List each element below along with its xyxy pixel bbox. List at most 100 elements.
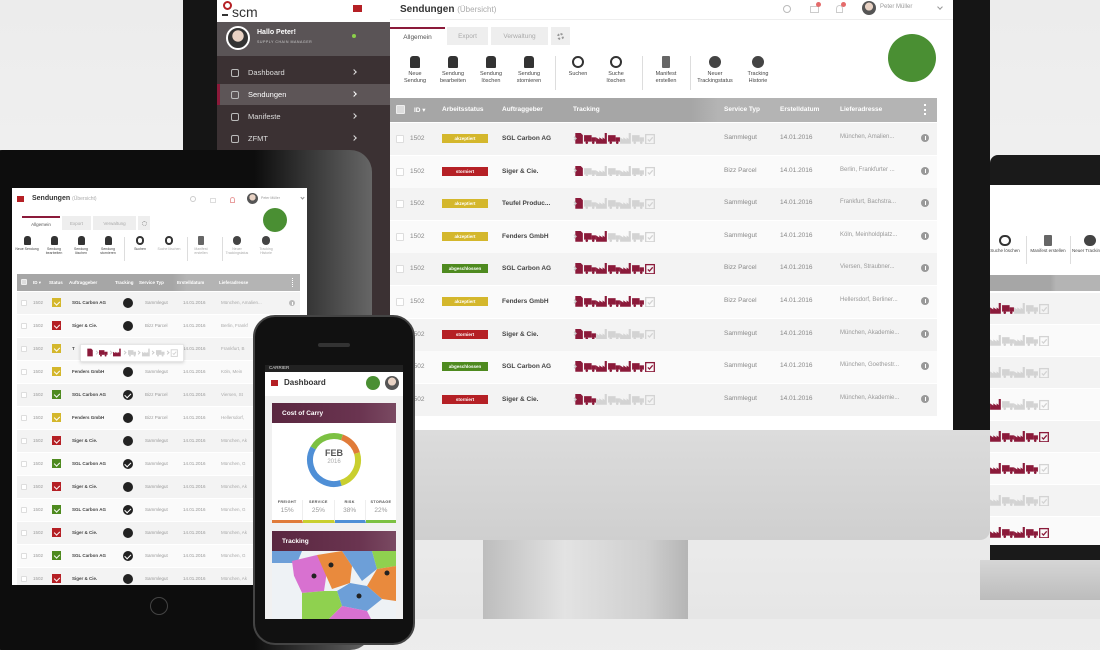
- info-icon[interactable]: [921, 199, 929, 208]
- column-menu-icon[interactable]: [924, 104, 926, 115]
- column-header[interactable]: Arbeitsstatus: [442, 106, 484, 113]
- row-checkbox[interactable]: [21, 300, 27, 306]
- row-checkbox[interactable]: [396, 167, 404, 176]
- info-icon[interactable]: [289, 300, 295, 306]
- column-header[interactable]: Lieferadresse: [219, 280, 249, 285]
- table-row[interactable]: 1502 storniert Siger & Cie. Sammlegut 14.01.…: [390, 383, 937, 416]
- manifest-erstellen-button[interactable]: Manifest erstellen: [1030, 235, 1066, 254]
- tracking-historie-button[interactable]: Tracking Historie: [743, 56, 773, 85]
- table-row[interactable]: 1502 SGL Carbon AG Sammlegut 14.01.2016 Münc…: [17, 292, 300, 314]
- info-icon[interactable]: [921, 394, 929, 403]
- row-checkbox[interactable]: [396, 265, 404, 274]
- table-row[interactable]: 1502 Siger & Cie. Bizz Parcel 14.01.2016 Ber…: [17, 315, 300, 337]
- tab-verwaltung[interactable]: Verwaltung: [491, 27, 548, 45]
- info-icon[interactable]: [921, 329, 929, 338]
- column-header[interactable]: Service Typ: [724, 106, 761, 113]
- table-row[interactable]: 1502 akzeptiert Fenders GmbH Sammlegut 14.01…: [390, 220, 937, 253]
- sidebar-item-dashboard[interactable]: Dashboard: [217, 62, 390, 83]
- neue-sendung-button[interactable]: Neue Sendung: [397, 56, 433, 85]
- tracking-done-icon[interactable]: [123, 551, 133, 561]
- table-row[interactable]: 1502 akzeptiert Teufel Produc... Sammlegut 1…: [390, 188, 937, 221]
- avatar[interactable]: [385, 376, 399, 390]
- table-row[interactable]: 1502 akzeptiert SGL Carbon AG Sammlegut 14.0…: [390, 123, 937, 155]
- row-checkbox[interactable]: [21, 530, 27, 536]
- tracking-pending-icon[interactable]: [123, 367, 133, 377]
- sendung-löschen-button[interactable]: Sendung löschen: [68, 236, 94, 256]
- neuer-trackingstatus-button[interactable]: Neuer Trackingstatus: [1072, 235, 1100, 254]
- sidebar-item-sendungen[interactable]: Sendungen: [217, 84, 390, 105]
- sendung-stornieren-button[interactable]: Sendung stornieren: [95, 236, 121, 256]
- column-header[interactable]: Erstelldatum: [177, 280, 205, 285]
- table-row[interactable]: [990, 357, 1100, 388]
- column-header[interactable]: ID ▾: [33, 280, 42, 285]
- suche-löschen-button[interactable]: Suche löschen: [990, 235, 1023, 254]
- suche-löschen-button[interactable]: Suche löschen: [156, 236, 182, 251]
- table-row[interactable]: [990, 293, 1100, 324]
- column-menu-icon[interactable]: [292, 278, 294, 287]
- bell-icon[interactable]: [230, 197, 235, 203]
- table-row[interactable]: 1502 SGL Carbon AG Bizz Parcel 14.01.2016 Vi…: [17, 384, 300, 406]
- row-checkbox[interactable]: [21, 507, 27, 513]
- row-checkbox[interactable]: [21, 484, 27, 490]
- user-profile[interactable]: Hallo Peter! SUPPLY CHAIN MANAGER: [217, 22, 390, 56]
- row-checkbox[interactable]: [396, 298, 404, 306]
- menu-toggle-icon[interactable]: [271, 380, 278, 386]
- table-row[interactable]: 1502 abgeschlossen SGL Carbon AG Bizz Parce…: [390, 253, 937, 286]
- mail-icon[interactable]: [210, 198, 216, 203]
- tab-verwaltung[interactable]: Verwaltung: [93, 216, 136, 230]
- table-row[interactable]: [990, 421, 1100, 452]
- tab-allgemein[interactable]: Allgemein: [390, 27, 445, 45]
- sendung-stornieren-button[interactable]: Sendung stornieren: [510, 56, 548, 85]
- chevron-down-icon[interactable]: [300, 195, 305, 200]
- info-icon[interactable]: [921, 134, 929, 142]
- tracking-pending-icon[interactable]: [123, 528, 133, 538]
- row-checkbox[interactable]: [21, 323, 27, 329]
- avatar[interactable]: [247, 193, 258, 204]
- sendung-bearbeiten-button[interactable]: Sendung bearbeiten: [435, 56, 471, 85]
- sendung-bearbeiten-button[interactable]: Sendung bearbeiten: [41, 236, 67, 256]
- select-all-checkbox[interactable]: [21, 279, 27, 285]
- tab-allgemein[interactable]: Allgemein: [22, 216, 60, 230]
- table-row[interactable]: 1502 storniert Siger & Cie. Bizz Parcel 14.0…: [390, 155, 937, 188]
- tracking-pending-icon[interactable]: [123, 574, 133, 584]
- tracking-done-icon[interactable]: [123, 459, 133, 469]
- table-row[interactable]: 1502 storniert Siger & Cie. Sammlegut 14.01.…: [390, 318, 937, 351]
- search-icon[interactable]: [190, 196, 196, 202]
- sidebar-item-manifeste[interactable]: Manifeste: [217, 106, 390, 127]
- tracking-done-icon[interactable]: [123, 390, 133, 400]
- table-row[interactable]: [990, 485, 1100, 516]
- table-row[interactable]: [990, 389, 1100, 420]
- row-checkbox[interactable]: [21, 438, 27, 444]
- row-checkbox[interactable]: [396, 232, 404, 241]
- column-header[interactable]: Status: [49, 280, 63, 285]
- row-checkbox[interactable]: [21, 392, 27, 398]
- info-icon[interactable]: [921, 166, 929, 175]
- menu-toggle-icon[interactable]: [353, 5, 362, 12]
- info-icon[interactable]: [921, 264, 929, 273]
- table-row[interactable]: [990, 517, 1100, 545]
- table-row[interactable]: 1502 Fenders GmbH Sammlegut 14.01.2016 Köln,…: [17, 361, 300, 383]
- table-row[interactable]: [990, 453, 1100, 484]
- neuer-trackingstatus-button[interactable]: Neuer Trackingstatus: [691, 56, 739, 85]
- table-row[interactable]: [990, 325, 1100, 356]
- bell-icon[interactable]: [836, 5, 843, 13]
- tracking-pending-icon[interactable]: [123, 413, 133, 423]
- user-name[interactable]: Peter Müller: [261, 196, 280, 200]
- settings-tab[interactable]: [138, 216, 150, 230]
- info-icon[interactable]: [921, 297, 929, 305]
- manifest-erstellen-button[interactable]: Manifest erstellen: [647, 56, 685, 85]
- row-checkbox[interactable]: [21, 369, 27, 375]
- row-checkbox[interactable]: [21, 346, 27, 352]
- row-checkbox[interactable]: [21, 576, 27, 582]
- column-header[interactable]: Auftraggeber: [502, 106, 543, 113]
- tracking-pending-icon[interactable]: [123, 298, 133, 308]
- manifest-erstellen-button[interactable]: Manifest erstellen: [188, 236, 214, 256]
- table-row[interactable]: 1502 akzeptiert Fenders GmbH Bizz Parcel 14.…: [390, 286, 937, 318]
- settings-tab[interactable]: [551, 27, 570, 45]
- row-checkbox[interactable]: [396, 200, 404, 209]
- table-row[interactable]: 1502 Siger & Cie. Sammlegut 14.01.2016 Münch…: [17, 568, 300, 585]
- tracking-pending-icon[interactable]: [123, 482, 133, 492]
- column-header[interactable]: ID ▾: [414, 107, 426, 114]
- avatar[interactable]: [862, 1, 876, 15]
- row-checkbox[interactable]: [21, 553, 27, 559]
